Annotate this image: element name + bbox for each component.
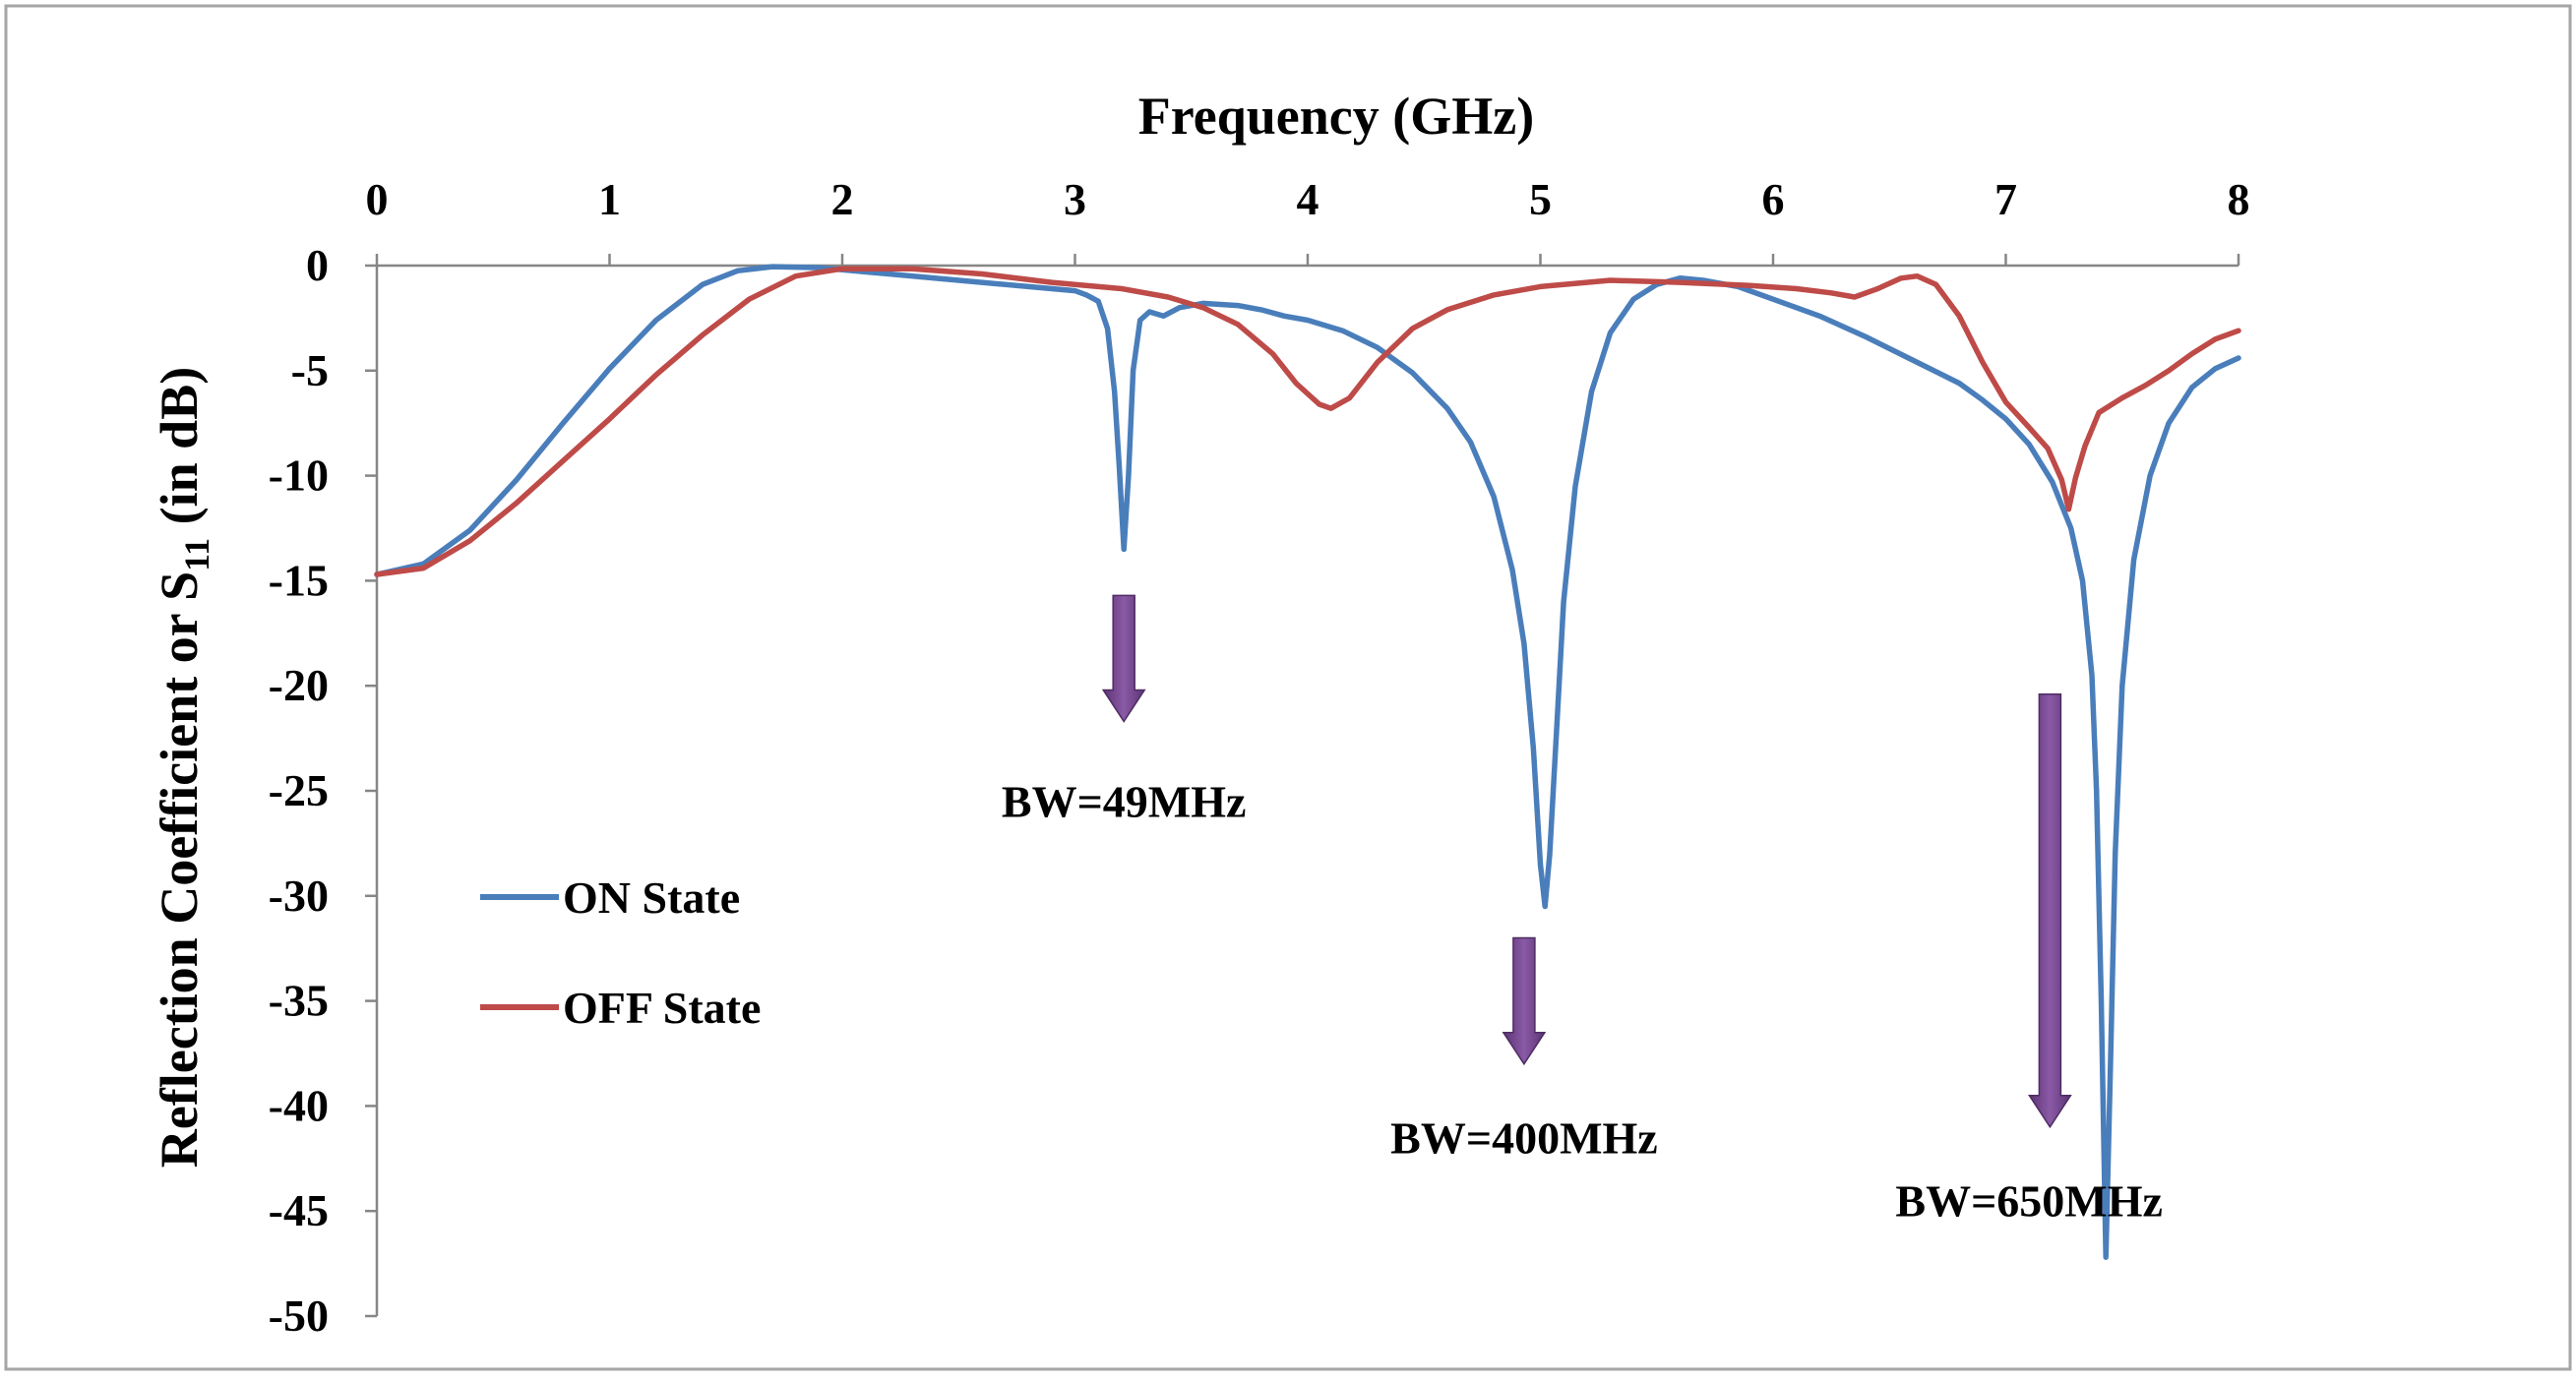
x-tick-label: 5 (1529, 174, 1552, 224)
y-tick-label: 0 (306, 240, 329, 290)
bandwidth-label: BW=49MHz (1002, 777, 1247, 827)
series-line-off-state (374, 266, 2241, 577)
axes: 0 1 2 3 4 5 6 7 8 0 -5 -10 -15 -20 -25 -30 -35 -40 -45 -50 (269, 174, 2250, 1341)
y-tick-label: -10 (269, 450, 329, 501)
bandwidth-arrow (1101, 594, 1146, 723)
x-tick-label: 3 (1064, 174, 1086, 224)
bandwidth-label: BW=400MHz (1390, 1112, 1658, 1163)
y-tick-label: -35 (269, 976, 329, 1026)
y-tick-label: -5 (291, 345, 329, 395)
series-layer (374, 264, 2241, 1260)
bandwidth-arrow (1502, 936, 1547, 1066)
series-line-on-state (374, 264, 2241, 1260)
annotations: BW=49MHz BW=400MHz BW=650MHz (1002, 594, 2163, 1227)
legend: ON State OFF State (480, 872, 761, 1033)
x-tick-label: 6 (1762, 174, 1785, 224)
y-axis-title-subscript: 11 (177, 538, 216, 571)
bandwidth-arrow (2028, 692, 2072, 1129)
legend-label-off-state: OFF State (563, 983, 761, 1033)
x-tick-label: 2 (831, 174, 854, 224)
y-tick-label: -20 (269, 660, 329, 710)
y-tick-label: -45 (269, 1185, 329, 1235)
y-tick-label: -40 (269, 1080, 329, 1130)
y-tick-label: -15 (269, 555, 329, 605)
y-tick-label: -50 (269, 1290, 329, 1341)
y-tick-label: -30 (269, 870, 329, 921)
y-axis-title-tail: (in dB) (150, 367, 209, 538)
x-tick-label: 1 (598, 174, 621, 224)
y-axis-title-main: Reflection Coefficient or S (150, 571, 209, 1168)
y-axis-title: Reflection Coefficient or S11 (in dB) (150, 367, 216, 1168)
x-tick-label: 0 (366, 174, 389, 224)
x-tick-label: 4 (1297, 174, 1319, 224)
x-tick-label: 8 (2228, 174, 2250, 224)
x-axis-title: Frequency (GHz) (1138, 87, 1534, 146)
x-tick-label: 7 (1994, 174, 2017, 224)
chart-frame (4, 4, 2572, 1371)
y-tick-label: -25 (269, 765, 329, 815)
bandwidth-label: BW=650MHz (1895, 1176, 2163, 1227)
legend-label-on-state: ON State (563, 872, 740, 923)
